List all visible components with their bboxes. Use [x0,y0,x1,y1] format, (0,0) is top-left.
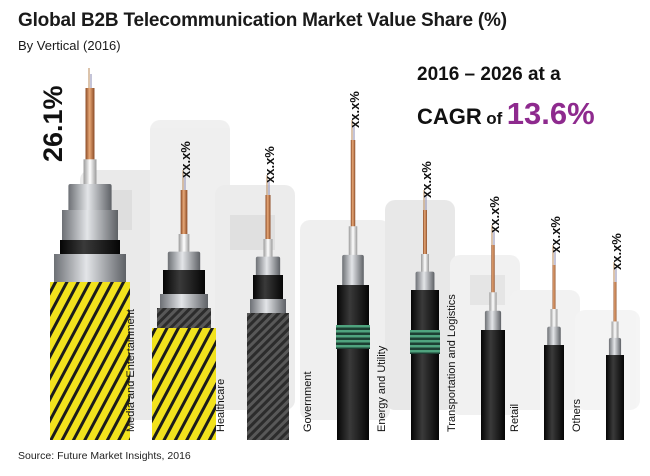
category-labels: BFSI Media and Entertainment Healthcare Gov… [28,294,583,432]
data-label-3: xx.x% [347,91,362,128]
cagr-of: of [486,109,503,128]
category-label-5: Transportation and Logistics [446,294,458,432]
bar-bfsi [50,68,130,440]
category-label-6: Retail [509,404,521,432]
data-label-2: xx.x% [262,146,277,183]
category-label-0: BFSI [28,382,53,432]
data-label-6: xx.x% [548,216,563,253]
data-labels: 26.1% xx.x% xx.x% xx.x% xx.x% xx.x% xx.x% xx.x% [38,85,624,270]
bar-energy-and-utility [410,190,440,440]
data-label-0: 26.1% [38,85,68,162]
source-note: Source: Future Market Insights, 2016 [18,450,191,462]
category-label-3: Government [302,371,314,432]
bar-healthcare [247,175,289,440]
category-label-7: Others [571,398,583,432]
data-label-7: xx.x% [609,233,624,270]
cagr-value: 13.6% [506,96,595,131]
data-label-5: xx.x% [487,196,502,233]
cagr-statement: CAGR of 13.6% [417,96,595,132]
cagr-period-text: 2016 – 2026 at a [417,64,561,85]
bar-media-and-entertainment [152,170,216,440]
data-label-1: xx.x% [178,141,193,178]
category-label-4: Energy and Utility [376,345,388,432]
bar-others [606,262,624,440]
cable-bars [50,68,624,440]
category-label-1: Media and Entertainment [125,309,137,432]
bar-transportation-and-logistics [481,225,505,440]
chart-subtitle: By Vertical (2016) [18,38,121,53]
cagr-prefix: CAGR [417,104,482,129]
data-label-4: xx.x% [419,161,434,198]
chart-title: Global B2B Telecommunication Market Valu… [18,10,507,31]
bar-government [336,120,370,440]
category-label-2: Healthcare [215,379,227,432]
bar-retail [544,245,564,440]
